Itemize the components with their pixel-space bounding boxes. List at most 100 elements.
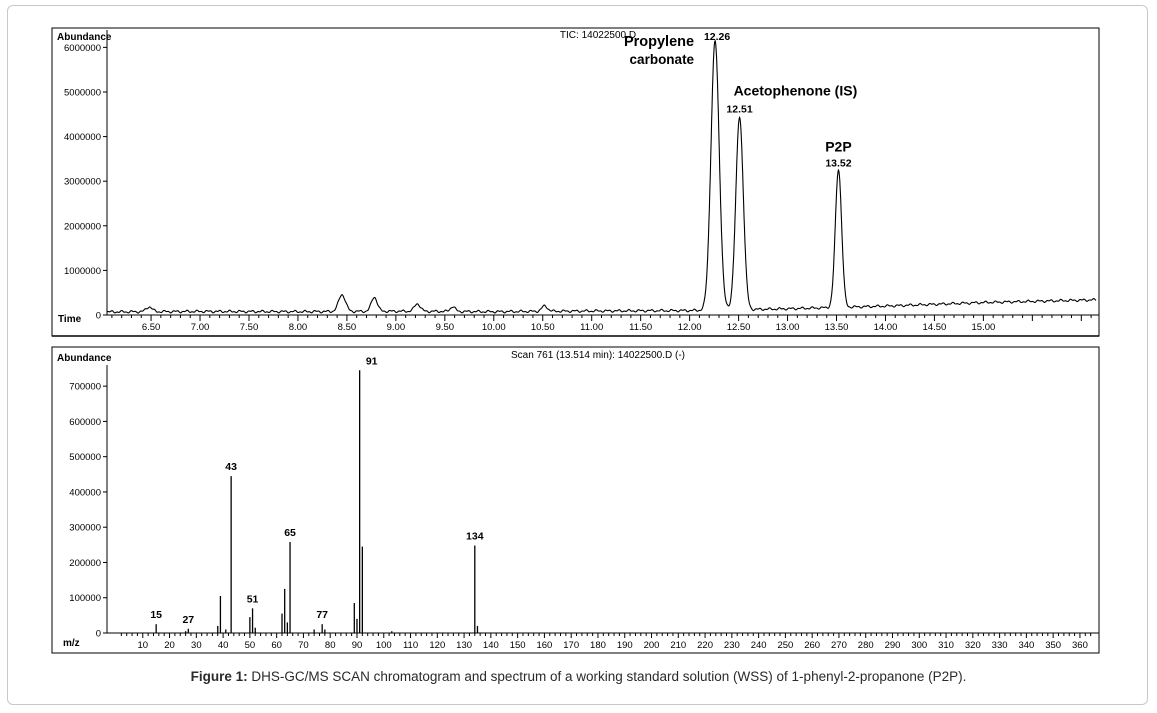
spectrum-y-tick-label: 600000	[69, 417, 101, 428]
chromatogram-y-tick-label: 1000000	[64, 266, 101, 277]
chromatogram-x-tick-label: 8.00	[289, 322, 308, 333]
spectrum-x-tick-label: 10	[137, 640, 148, 651]
spectrum-x-tick-label: 170	[563, 640, 579, 651]
spectrum-xlabel: m/z	[63, 638, 80, 649]
chromatogram-x-tick-label: 9.00	[387, 322, 406, 333]
spectrum-x-tick-label: 200	[644, 640, 660, 651]
spectrum-y-tick-label: 500000	[69, 452, 101, 463]
spectrum-x-tick-label: 210	[670, 640, 686, 651]
chromatogram-x-tick-label: 9.50	[436, 322, 455, 333]
spectrum-x-tick-label: 150	[510, 640, 526, 651]
spectrum-x-tick-label: 70	[298, 640, 309, 651]
caption-text: DHS-GC/MS SCAN chromatogram and spectrum…	[247, 669, 967, 684]
chromatogram-y-tick-label: 6000000	[64, 43, 101, 54]
chromatogram-y-tick-label: 4000000	[64, 132, 101, 143]
chromatogram-x-tick-label: 11.00	[580, 322, 603, 333]
spectrum-x-tick-label: 80	[325, 640, 336, 651]
peak-compound-label: Acetophenone (IS)	[734, 82, 858, 98]
chromatogram-x-tick-label: 8.50	[338, 322, 357, 333]
spectrum-peak-label: 91	[366, 355, 378, 367]
spectrum-peak-label: 27	[182, 614, 194, 626]
chromatogram-y-tick-label: 5000000	[64, 87, 101, 98]
spectrum-x-tick-label: 240	[751, 640, 767, 651]
spectrum-x-tick-label: 260	[804, 640, 820, 651]
spectrum-x-tick-label: 180	[590, 640, 606, 651]
peak-retention-time-label: 12.26	[704, 31, 730, 43]
spectrum-peak-label: 43	[225, 461, 237, 473]
chromatogram-trace	[106, 39, 1097, 314]
peak-compound-label: Propylene	[624, 34, 694, 50]
spectrum-peak-label: 65	[284, 527, 296, 539]
spectrum-x-tick-label: 30	[191, 640, 202, 651]
chromatogram-border	[51, 27, 1100, 337]
spectrum-title: Scan 761 (13.514 min): 14022500.D (-)	[511, 350, 685, 361]
spectrum-x-tick-label: 60	[271, 640, 282, 651]
spectrum-x-tick-label: 140	[483, 640, 499, 651]
chromatogram-x-tick-label: 12.00	[678, 322, 702, 333]
spectrum-x-tick-label: 50	[245, 640, 256, 651]
spectrum-peak-label: 51	[247, 593, 259, 605]
spectrum-peak-label: 77	[316, 609, 328, 621]
spectrum-y-tick-label: 100000	[69, 593, 101, 604]
spectrum-x-tick-label: 100	[376, 640, 392, 651]
spectrum-x-tick-label: 280	[858, 640, 874, 651]
chromatogram-x-tick-label: 10.50	[531, 322, 555, 333]
chromatogram-x-tick-label: 14.50	[923, 322, 947, 333]
chromatogram-xlabel: Time	[58, 314, 82, 325]
peak-compound-label: P2P	[825, 139, 851, 155]
chromatogram-x-tick-label: 7.50	[240, 322, 259, 333]
spectrum-ylabel: Abundance	[57, 353, 112, 364]
spectrum-y-tick-label: 700000	[69, 382, 101, 393]
spectrum-x-tick-label: 350	[1045, 640, 1061, 651]
peak-retention-time-label: 13.52	[825, 158, 851, 170]
spectrum-x-tick-label: 330	[992, 640, 1008, 651]
spectrum-x-tick-label: 90	[352, 640, 363, 651]
chromatogram-ylabel: Abundance	[57, 32, 112, 43]
spectrum-x-tick-label: 320	[965, 640, 981, 651]
spectrum-x-tick-label: 360	[1072, 640, 1088, 651]
spectrum-x-tick-label: 160	[536, 640, 552, 651]
chromatogram-x-tick-label: 6.50	[142, 322, 161, 333]
chromatogram-annotations: 12.26 Propylene carbonate 12.51 Acetophenone…	[624, 31, 857, 170]
spectrum-x-tick-label: 130	[456, 640, 472, 651]
chromatogram-y-tick-label: 3000000	[64, 177, 101, 188]
chromatogram-x-tick-label: 10.00	[482, 322, 506, 333]
chromatogram-y-tick-label: 2000000	[64, 221, 101, 232]
chromatogram-x-tick-label: 14.00	[874, 322, 898, 333]
chromatogram-panel: Abundance TIC: 14022500.D Time 0 1000000 2…	[51, 27, 1100, 337]
spectrum-y-tick-label: 0	[96, 629, 101, 640]
spectrum-x-tick-label: 230	[724, 640, 740, 651]
figure-caption: Figure 1: DHS-GC/MS SCAN chromatogram an…	[0, 669, 1157, 684]
spectrum-x-tick-label: 340	[1018, 640, 1034, 651]
spectrum-x-tick-label: 300	[911, 640, 927, 651]
spectrum-peak-label: 134	[466, 531, 484, 543]
spectrum-peak-labels: 15 27 43 51 65 77 91 134	[150, 355, 483, 625]
peak-compound-label-line2: carbonate	[630, 52, 695, 67]
chromatogram-title: TIC: 14022500.D	[560, 30, 636, 41]
spectrum-axes: 0 100000 200000 300000 400000 500000 600000 700…	[69, 365, 1099, 651]
chromatogram-x-tick-label: 13.00	[776, 322, 800, 333]
spectrum-bars	[155, 370, 479, 633]
spectrum-x-tick-label: 20	[164, 640, 175, 651]
chromatogram-x-tick-label: 12.50	[727, 322, 751, 333]
chromatogram-axes: 0 1000000 2000000 3000000 4000000 5000000 6000…	[64, 30, 1099, 333]
chromatogram-y-tick-label: 0	[96, 311, 101, 322]
spectrum-y-tick-label: 200000	[69, 558, 101, 569]
chromatogram-x-tick-label: 13.50	[825, 322, 849, 333]
spectrum-y-tick-label: 400000	[69, 487, 101, 498]
spectrum-x-tick-label: 310	[938, 640, 954, 651]
spectrum-x-tick-label: 120	[429, 640, 445, 651]
peak-retention-time-label: 12.51	[726, 103, 752, 115]
figure-frame	[7, 5, 1148, 705]
chromatogram-x-tick-label: 11.50	[629, 322, 652, 333]
spectrum-x-tick-label: 270	[831, 640, 847, 651]
spectrum-x-tick-label: 190	[617, 640, 633, 651]
spectrum-border	[51, 346, 1100, 654]
spectrum-x-tick-label: 290	[885, 640, 901, 651]
spectrum-x-tick-label: 40	[218, 640, 229, 651]
spectrum-panel: Abundance Scan 761 (13.514 min): 1402250…	[51, 346, 1100, 654]
chromatogram-x-tick-label: 15.00	[972, 322, 996, 333]
spectrum-x-tick-label: 110	[403, 640, 418, 651]
chromatogram-x-tick-label: 7.00	[191, 322, 210, 333]
